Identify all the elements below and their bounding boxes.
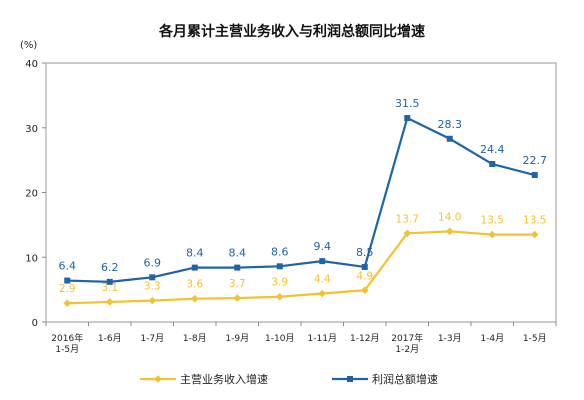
- x-tick-label: 2017年: [391, 332, 423, 344]
- x-tick-label: 1-12月: [350, 333, 379, 344]
- legend-label-1: 主营业务收入增速: [180, 372, 268, 386]
- series-line-1: [67, 230, 535, 305]
- data-label-1: 14.0: [438, 211, 461, 223]
- data-point-1: [148, 296, 157, 305]
- data-point-1: [318, 289, 327, 298]
- data-label-1: 2.9: [59, 283, 76, 295]
- data-label-1: 3.1: [101, 282, 118, 294]
- x-tick-label: 1-11月: [308, 333, 337, 344]
- x-tick-label: 1-5月: [55, 344, 79, 355]
- data-label-2: 22.7: [523, 154, 548, 167]
- data-point-2: [234, 264, 241, 271]
- x-tick-label: 1-8月: [183, 333, 207, 344]
- data-point-1: [360, 286, 369, 295]
- x-tick-label: 2016年: [51, 332, 83, 344]
- y-tick-label: 0: [32, 318, 38, 329]
- legend-label-2: 利润总额增速: [372, 372, 438, 386]
- data-point-2: [531, 172, 538, 179]
- data-point-2: [361, 263, 368, 270]
- data-point-2: [319, 258, 326, 265]
- data-point-1: [403, 229, 412, 238]
- x-tick-label: 1-6月: [98, 333, 122, 344]
- data-label-2: 8.5: [356, 246, 374, 259]
- data-label-2: 31.5: [395, 97, 420, 110]
- data-point-2: [446, 135, 453, 142]
- data-label-1: 3.9: [271, 277, 288, 289]
- data-labels: 2.9 3.1 3.3 3.6 3.7 3.9 4.4 4.9 13.7 14.0 13.5 13.5…: [59, 97, 548, 295]
- legend-marker-1: [154, 375, 162, 383]
- data-point-2: [191, 264, 198, 271]
- x-tick-label: 1-3月: [438, 333, 462, 344]
- legend: 主营业务收入增速 利润总额增速: [140, 372, 438, 386]
- data-label-2: 6.4: [59, 260, 77, 273]
- data-label-2: 24.4: [480, 143, 505, 156]
- y-axis-unit: (%): [20, 40, 37, 51]
- plot-frame: [45, 62, 557, 323]
- x-tick-label: 1-7月: [140, 333, 164, 344]
- data-label-2: 8.6: [271, 245, 289, 258]
- y-tick-label: 10: [25, 253, 38, 264]
- chart-title: 各月累计主营业务收入与利润总额同比增速: [158, 23, 425, 40]
- data-point-1: [445, 227, 454, 236]
- data-label-1: 13.5: [523, 215, 546, 227]
- data-label-1: 4.4: [314, 274, 331, 286]
- data-label-1: 3.7: [229, 278, 246, 290]
- data-point-2: [106, 278, 113, 285]
- data-label-2: 8.4: [229, 247, 247, 260]
- data-label-2: 9.4: [314, 240, 332, 253]
- x-tick-label: 1-4月: [480, 333, 504, 344]
- series-line-2: [67, 116, 536, 283]
- data-point-1: [233, 294, 242, 302]
- y-tick-label: 30: [25, 124, 38, 135]
- data-point-1: [105, 298, 114, 306]
- data-label-1: 13.5: [481, 215, 504, 227]
- data-label-1: 13.7: [396, 213, 419, 225]
- data-label-1: 3.6: [186, 279, 203, 291]
- data-point-1: [530, 230, 539, 239]
- data-point-2: [64, 277, 71, 284]
- series-lines: [63, 115, 539, 308]
- data-point-2: [149, 274, 156, 281]
- data-point-2: [404, 115, 411, 122]
- x-tick-label: 1-10月: [265, 333, 294, 344]
- data-label-1: 3.3: [144, 281, 161, 293]
- x-tick-label: 1-5月: [523, 333, 547, 344]
- data-label-2: 6.2: [101, 261, 119, 274]
- y-tick-label: 40: [25, 59, 38, 70]
- y-tick-label: 20: [25, 189, 38, 200]
- data-label-2: 8.4: [186, 247, 204, 260]
- data-point-2: [276, 263, 283, 270]
- data-label-2: 6.9: [144, 256, 162, 269]
- data-point-1: [275, 292, 284, 301]
- x-tick-label: 1-9月: [225, 333, 249, 344]
- data-point-1: [63, 299, 72, 308]
- data-point-1: [488, 230, 497, 239]
- x-tick-label: 1-2月: [395, 344, 419, 355]
- data-label-1: 4.9: [356, 270, 373, 282]
- data-point-2: [489, 161, 496, 168]
- data-point-1: [190, 294, 199, 303]
- data-label-2: 28.3: [438, 118, 463, 131]
- legend-marker-2: [347, 376, 353, 382]
